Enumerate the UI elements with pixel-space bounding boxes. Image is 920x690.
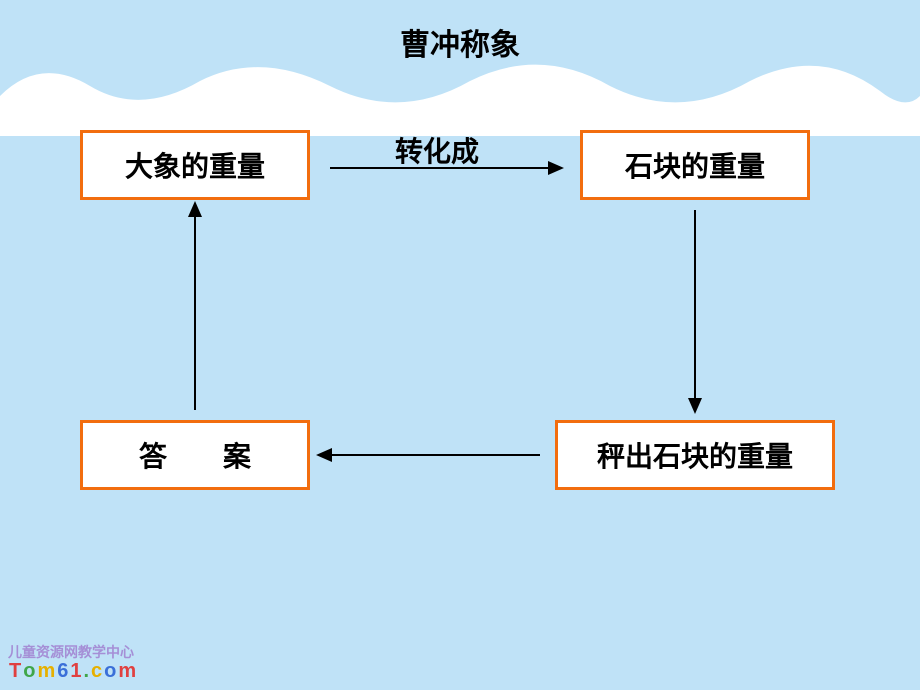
logo-letter: o <box>103 660 117 682</box>
watermark: 儿童资源网教学中心 Tom61.com <box>8 645 137 682</box>
logo-letter: T <box>8 660 22 682</box>
watermark-logo: Tom61.com <box>8 660 137 682</box>
node-stones: 石块的重量 <box>580 130 810 200</box>
node-elephant: 大象的重量 <box>80 130 310 200</box>
edge-label-elephant-stones: 转化成 <box>395 130 479 170</box>
edge-answer-elephant <box>194 215 196 410</box>
watermark-line1: 儿童资源网教学中心 <box>8 645 137 660</box>
node-answer: 答 案 <box>80 420 310 490</box>
wave-decoration <box>0 56 920 136</box>
logo-letter: 6 <box>56 660 69 682</box>
page-title: 曹冲称象 <box>0 20 920 64</box>
arrowhead-stones-weigh <box>688 398 702 414</box>
node-weigh: 秤出石块的重量 <box>555 420 835 490</box>
logo-letter: m <box>36 660 56 682</box>
edge-stones-weigh <box>694 210 696 400</box>
arrowhead-weigh-answer <box>316 448 332 462</box>
edge-weigh-answer <box>330 454 540 456</box>
logo-letter: o <box>22 660 36 682</box>
logo-letter: . <box>82 660 90 682</box>
logo-letter: 1 <box>69 660 82 682</box>
arrowhead-answer-elephant <box>188 201 202 217</box>
logo-letter: c <box>90 660 103 682</box>
wave-path <box>0 65 920 136</box>
arrowhead-elephant-stones <box>548 161 564 175</box>
logo-letter: m <box>117 660 137 682</box>
